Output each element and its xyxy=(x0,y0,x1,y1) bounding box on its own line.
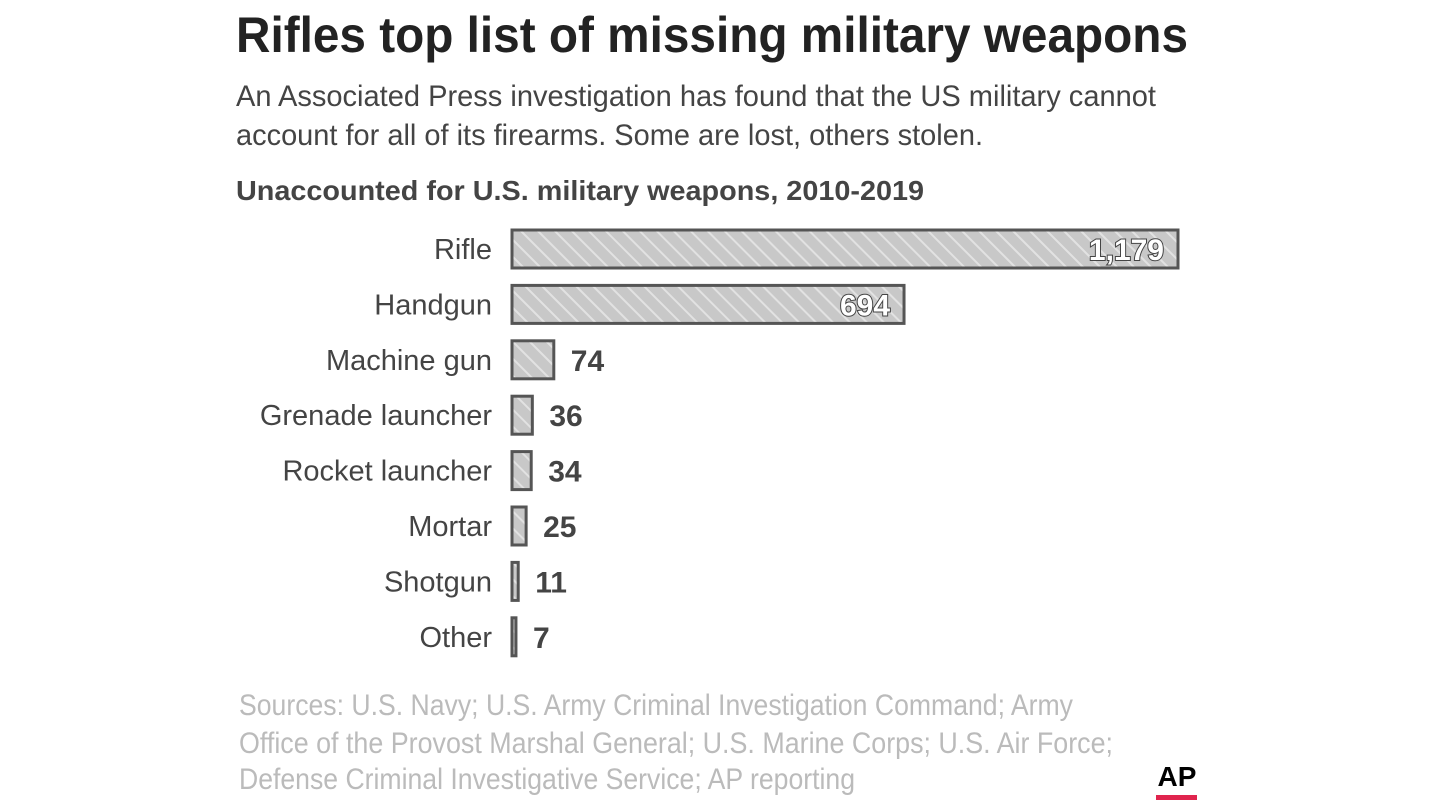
chart-title: Rifles top list of missing military weap… xyxy=(236,7,1188,63)
value-label: 34 xyxy=(548,456,582,489)
category-label: Mortar xyxy=(408,511,492,543)
value-label: 7 xyxy=(533,622,550,655)
bar xyxy=(510,394,534,436)
value-label: 11 xyxy=(535,566,567,599)
bar xyxy=(510,505,528,547)
logo-underline xyxy=(1156,795,1197,800)
source: Defense Criminal Investigative Service; … xyxy=(239,763,855,796)
logo: AP xyxy=(1158,761,1197,792)
value-label: 74 xyxy=(571,345,605,378)
category-label: Machine gun xyxy=(326,345,492,377)
category-label: Rifle xyxy=(434,234,492,266)
source: Sources: U.S. Navy; U.S. Army Criminal I… xyxy=(239,689,1073,722)
value-label: 694 xyxy=(840,289,890,322)
subtitle: account for all of its firearms. Some ar… xyxy=(236,119,983,152)
value-label: 36 xyxy=(549,400,582,433)
category-label: Grenade launcher xyxy=(260,400,492,432)
value-label: 1,179 xyxy=(1089,234,1164,267)
category-label: Other xyxy=(419,622,492,654)
subtitle: An Associated Press investigation has fo… xyxy=(236,80,1157,113)
category-label: Handgun xyxy=(374,289,492,321)
bar xyxy=(510,450,533,492)
chart-subtitle: Unaccounted for U.S. military weapons, 2… xyxy=(236,175,924,206)
bar xyxy=(510,560,520,602)
source: Office of the Provost Marshal General; U… xyxy=(239,727,1113,760)
bar xyxy=(510,616,518,658)
category-label: Rocket launcher xyxy=(282,456,492,488)
category-label: Shotgun xyxy=(384,566,492,598)
bar xyxy=(510,283,906,325)
value-label: 25 xyxy=(543,511,576,544)
bar xyxy=(510,339,556,381)
bar xyxy=(510,228,1180,270)
